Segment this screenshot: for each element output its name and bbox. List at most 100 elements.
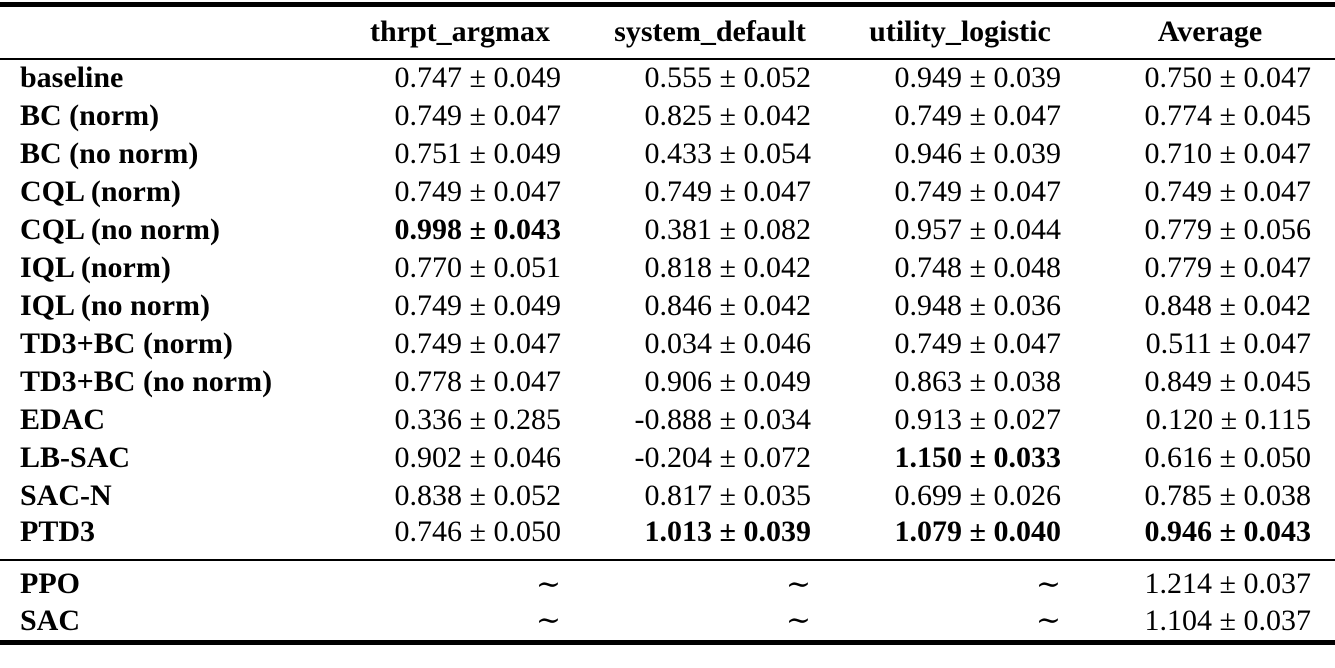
value-cell: 0.774 ± 0.045 — [1144, 98, 1311, 132]
column-header-average: Average — [1085, 4, 1335, 60]
value-cell: 0.946 ± 0.043 — [1144, 514, 1311, 548]
value-cell: 0.749 ± 0.047 — [894, 98, 1061, 132]
results-table: thrpt_argmax system_default utility_logi… — [0, 2, 1335, 645]
value-cell: 1.150 ± 0.033 — [894, 440, 1061, 474]
value-cell: 0.749 ± 0.047 — [394, 174, 561, 208]
table-row: SAC ∼ ∼ ∼ 1.104 ± 0.037 — [0, 602, 1335, 643]
value-cell: 0.849 ± 0.045 — [1144, 364, 1311, 398]
value-cell: 0.751 ± 0.049 — [394, 136, 561, 170]
value-cell: 0.818 ± 0.042 — [644, 250, 811, 284]
value-cell: 0.902 ± 0.046 — [394, 440, 561, 474]
value-cell: 0.749 ± 0.047 — [894, 174, 1061, 208]
value-cell: 0.846 ± 0.042 — [644, 288, 811, 322]
no-data-cell: ∼ — [835, 558, 1085, 602]
column-header-empty — [0, 4, 335, 60]
row-label: LB-SAC — [20, 440, 131, 474]
table-row: PTD3 0.746 ± 0.050 1.013 ± 0.039 1.079 ± 0.… — [0, 515, 1335, 560]
table-row: baseline 0.747 ± 0.049 0.555 ± 0.052 0.949 … — [0, 59, 1335, 97]
value-cell: 0.949 ± 0.039 — [894, 61, 1061, 94]
row-label: baseline — [20, 61, 124, 94]
value-cell: 0.381 ± 0.082 — [644, 212, 811, 246]
value-cell: 0.616 ± 0.050 — [1144, 440, 1311, 474]
no-data-cell: ∼ — [585, 558, 835, 602]
header-row: thrpt_argmax system_default utility_logi… — [0, 4, 1335, 60]
value-cell: 1.104 ± 0.037 — [1144, 603, 1311, 637]
value-cell: 0.555 ± 0.052 — [644, 61, 811, 94]
value-cell: 0.779 ± 0.056 — [1144, 212, 1311, 246]
table-row: IQL (norm) 0.770 ± 0.051 0.818 ± 0.042 0.74… — [0, 249, 1335, 287]
value-cell: 0.785 ± 0.038 — [1144, 478, 1311, 512]
value-cell: 0.848 ± 0.042 — [1144, 288, 1311, 322]
table-row: CQL (norm) 0.749 ± 0.047 0.749 ± 0.047 0.74… — [0, 173, 1335, 211]
value-cell: 0.710 ± 0.047 — [1144, 136, 1311, 170]
value-cell: 0.749 ± 0.047 — [894, 326, 1061, 360]
value-cell: 0.779 ± 0.047 — [1144, 250, 1311, 284]
table-row: BC (no norm) 0.751 ± 0.049 0.433 ± 0.054 0.… — [0, 135, 1335, 173]
no-data-cell: ∼ — [785, 604, 811, 638]
value-cell: 0.749 ± 0.047 — [644, 174, 811, 208]
row-label: IQL (no norm) — [20, 288, 211, 322]
value-cell: 0.511 ± 0.047 — [1145, 326, 1311, 360]
value-cell: 0.825 ± 0.042 — [644, 98, 811, 132]
row-label: PTD3 — [20, 514, 95, 548]
value-cell: 1.013 ± 0.039 — [644, 514, 811, 548]
row-label: TD3+BC (norm) — [20, 326, 233, 360]
table-row: TD3+BC (no norm) 0.778 ± 0.047 0.906 ± 0.0… — [0, 363, 1335, 401]
value-cell: 0.699 ± 0.026 — [894, 478, 1061, 512]
table-row: PPO ∼ ∼ ∼ 1.214 ± 0.037 — [0, 558, 1335, 602]
value-cell: 0.433 ± 0.054 — [644, 136, 811, 170]
table-row: EDAC 0.336 ± 0.285 -0.888 ± 0.034 0.913 ± 0… — [0, 401, 1335, 439]
value-cell: 0.770 ± 0.051 — [394, 250, 561, 284]
value-cell: 0.749 ± 0.047 — [394, 326, 561, 360]
row-label: IQL (norm) — [20, 250, 171, 284]
row-label: BC (norm) — [20, 98, 160, 132]
value-cell: 0.998 ± 0.043 — [394, 212, 561, 246]
value-cell: 0.948 ± 0.036 — [894, 288, 1061, 322]
row-label: CQL (no norm) — [20, 212, 221, 246]
column-header-thrpt-argmax: thrpt_argmax — [335, 4, 585, 60]
row-label: EDAC — [20, 402, 106, 436]
offline-methods-rows: baseline 0.747 ± 0.049 0.555 ± 0.052 0.949 … — [0, 59, 1335, 560]
value-cell: -0.204 ± 0.072 — [634, 440, 811, 474]
value-cell: 0.957 ± 0.044 — [894, 212, 1061, 246]
table-row: TD3+BC (norm) 0.749 ± 0.047 0.034 ± 0.046 0… — [0, 325, 1335, 363]
value-cell: 0.946 ± 0.039 — [894, 136, 1061, 170]
row-label: BC (no norm) — [20, 136, 199, 170]
row-label: TD3+BC (no norm) — [20, 364, 273, 398]
value-cell: -0.888 ± 0.034 — [634, 402, 811, 436]
row-label: PPO — [0, 558, 335, 602]
table-row: BC (norm) 0.749 ± 0.047 0.825 ± 0.042 0.749… — [0, 97, 1335, 135]
value-cell: 1.079 ± 0.040 — [894, 514, 1061, 548]
row-label: SAC — [20, 603, 81, 637]
value-cell: 0.747 ± 0.049 — [394, 61, 561, 94]
value-cell: 0.838 ± 0.052 — [394, 478, 561, 512]
value-cell: 0.750 ± 0.047 — [1144, 61, 1311, 94]
value-cell: 0.863 ± 0.038 — [894, 364, 1061, 398]
table-row: SAC-N 0.838 ± 0.052 0.817 ± 0.035 0.699 ± 0… — [0, 477, 1335, 515]
table-header: thrpt_argmax system_default utility_logi… — [0, 4, 1335, 60]
value-cell: 0.778 ± 0.047 — [394, 364, 561, 398]
table-row: CQL (no norm) 0.998 ± 0.043 0.381 ± 0.082 0… — [0, 211, 1335, 249]
row-label: SAC-N — [20, 478, 112, 512]
value-cell: 0.034 ± 0.046 — [644, 326, 811, 360]
online-baseline-rows: PPO ∼ ∼ ∼ 1.214 ± 0.037 SAC ∼ ∼ ∼ 1.104 ± 0.037 — [0, 558, 1335, 643]
value-cell: 0.746 ± 0.050 — [394, 514, 561, 548]
value-cell: 0.817 ± 0.035 — [644, 478, 811, 512]
value-cell: 1.214 ± 0.037 — [1085, 558, 1335, 602]
value-cell: 0.749 ± 0.049 — [394, 288, 561, 322]
column-header-system-default: system_default — [585, 4, 835, 60]
value-cell: 0.336 ± 0.285 — [394, 402, 561, 436]
no-data-cell: ∼ — [1035, 604, 1061, 638]
table-row: LB-SAC 0.902 ± 0.046 -0.204 ± 0.072 1.150 ±… — [0, 439, 1335, 477]
column-header-utility-logistic: utility_logistic — [835, 4, 1085, 60]
value-cell: 0.120 ± 0.115 — [1145, 402, 1311, 436]
value-cell: 0.913 ± 0.027 — [894, 402, 1061, 436]
value-cell: 0.748 ± 0.048 — [894, 250, 1061, 284]
no-data-cell: ∼ — [535, 604, 561, 638]
table-row: IQL (no norm) 0.749 ± 0.049 0.846 ± 0.042 0… — [0, 287, 1335, 325]
no-data-cell: ∼ — [335, 558, 585, 602]
value-cell: 0.749 ± 0.047 — [1144, 174, 1311, 208]
row-label: CQL (norm) — [20, 174, 181, 208]
value-cell: 0.749 ± 0.047 — [394, 98, 561, 132]
